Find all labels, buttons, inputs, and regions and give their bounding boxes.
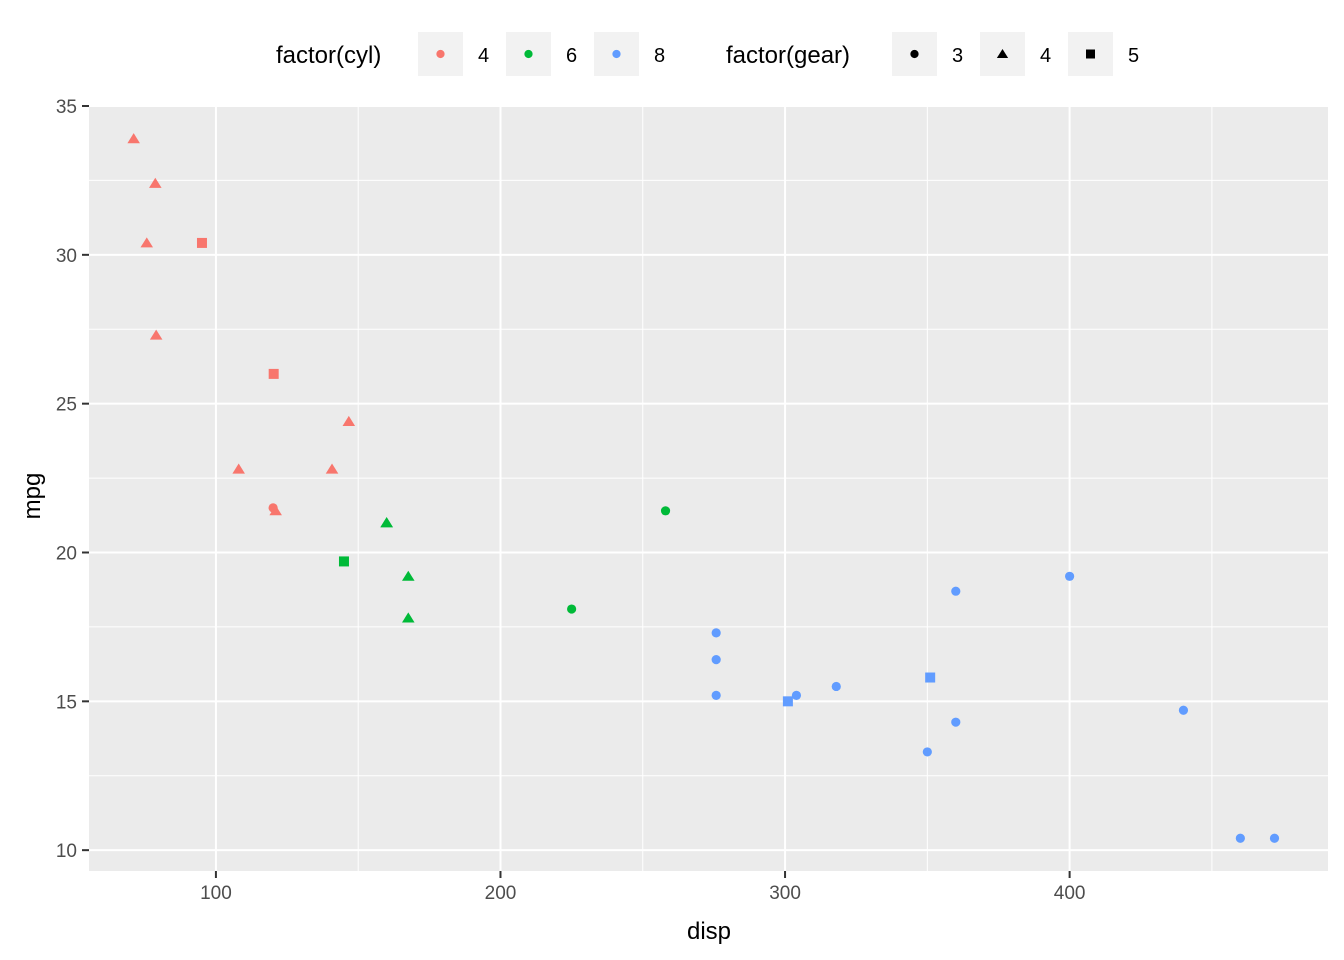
- legend-key-shape: [996, 48, 1009, 59]
- y-tick-label: 20: [56, 543, 77, 564]
- data-point: [268, 368, 279, 379]
- data-point: [782, 696, 793, 707]
- data-point: [140, 237, 154, 248]
- data-point: [402, 570, 415, 581]
- data-point: [660, 506, 671, 516]
- data-point: [925, 672, 936, 683]
- legend-label: 5: [1128, 45, 1139, 67]
- data-point: [951, 586, 961, 596]
- data-point: [567, 604, 577, 614]
- data-point: [196, 237, 207, 248]
- data-point: [338, 556, 349, 567]
- y-tick-label: 25: [56, 395, 77, 416]
- legend-title: factor(gear): [726, 42, 850, 69]
- data-point: [402, 612, 415, 623]
- y-axis-title: mpg: [19, 473, 46, 520]
- data-point: [127, 133, 140, 144]
- data-point: [149, 329, 163, 340]
- data-point: [149, 177, 162, 188]
- data-points: [127, 133, 1280, 843]
- x-tick-label: 100: [200, 883, 232, 904]
- major-gridlines: [89, 105, 1328, 871]
- legend-key-shape: [910, 49, 919, 59]
- data-point: [711, 655, 721, 665]
- data-point: [831, 681, 841, 692]
- legend-title: factor(cyl): [276, 42, 381, 69]
- data-point: [711, 690, 721, 700]
- data-point: [1178, 705, 1189, 715]
- legend-label: 8: [654, 45, 665, 67]
- data-point: [380, 517, 393, 528]
- data-point: [325, 463, 339, 474]
- legend-key-swatch: [612, 49, 621, 59]
- data-point: [342, 415, 356, 427]
- minor-gridlines: [89, 106, 1328, 871]
- y-tick-label: 10: [56, 841, 77, 862]
- data-point: [711, 628, 721, 638]
- legend-label: 4: [478, 45, 489, 67]
- x-tick-label: 400: [1054, 883, 1086, 904]
- data-point: [1065, 571, 1075, 581]
- legend-key-shape: [1086, 49, 1095, 59]
- x-tick-label: 200: [485, 883, 517, 904]
- data-point: [951, 717, 961, 727]
- legend-label: 6: [566, 45, 577, 67]
- data-point: [922, 747, 932, 757]
- data-point: [1235, 833, 1245, 843]
- x-axis-title: disp: [687, 918, 731, 945]
- y-tick-label: 30: [56, 246, 77, 267]
- x-tick-label: 300: [769, 883, 801, 904]
- axes: 100 200 300 400 10 15 20 25 30 35: [56, 97, 1086, 904]
- data-point: [269, 505, 282, 516]
- legend: factor(cyl) 4 6 8 factor(gear) 3 4 5: [276, 32, 1139, 76]
- data-point: [791, 690, 802, 700]
- legend-key-swatch: [524, 49, 533, 59]
- legend-label: 4: [1040, 45, 1051, 67]
- y-tick-label: 35: [56, 97, 77, 118]
- legend-key-swatch: [436, 49, 445, 59]
- plot-panel: [89, 106, 1328, 871]
- legend-label: 3: [952, 45, 963, 67]
- data-point: [1269, 833, 1280, 843]
- y-tick-label: 15: [56, 692, 77, 713]
- data-point: [232, 463, 245, 474]
